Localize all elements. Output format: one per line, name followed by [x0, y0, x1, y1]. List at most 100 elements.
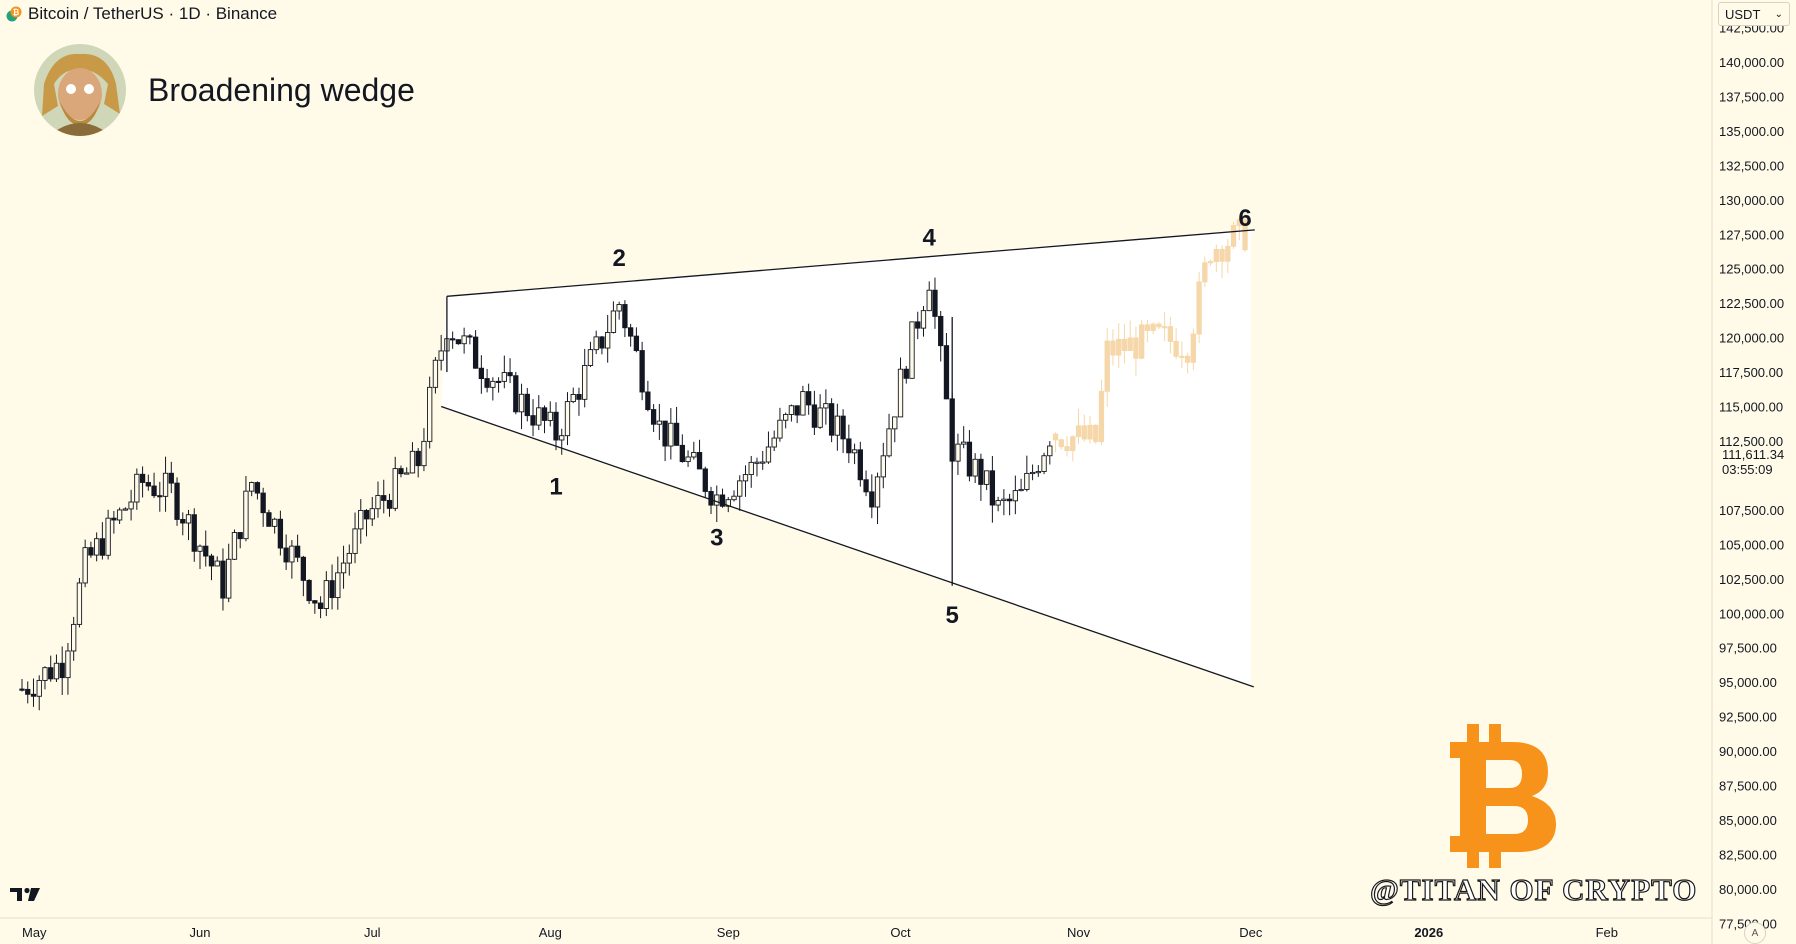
candle-down [266, 512, 272, 527]
candle-up [105, 517, 111, 556]
candle-up [731, 495, 737, 501]
candle-down [1167, 326, 1174, 342]
svg-text:₿: ₿ [13, 8, 20, 17]
time-tick-label: Feb [1596, 925, 1618, 940]
candle-up [1127, 337, 1133, 351]
candle-up [1047, 445, 1053, 457]
candle-up [817, 407, 823, 428]
candle-down [415, 450, 421, 467]
candle-up [1104, 340, 1110, 392]
candle-down [139, 473, 146, 483]
candle-up [897, 368, 904, 418]
candle-up [214, 560, 220, 567]
price-tick-label: 82,500.00 [1719, 847, 1777, 862]
wave-label-3: 3 [710, 525, 723, 552]
candle-down [846, 438, 852, 454]
candle-up [116, 509, 123, 521]
price-tick-label: 107,500.00 [1719, 503, 1784, 518]
candle-down [622, 304, 628, 329]
candle-down [1242, 219, 1248, 251]
candle-up [926, 289, 932, 312]
candle-down [857, 449, 863, 481]
candle-up [972, 458, 978, 477]
candle-down [1173, 340, 1179, 357]
candle-up [691, 452, 697, 458]
currency-select-value: USDT [1725, 6, 1761, 22]
candle-down [174, 482, 180, 520]
time-tick-label: Aug [539, 925, 562, 940]
candle-down [1156, 323, 1162, 328]
price-tick-label: 87,500.00 [1719, 779, 1777, 794]
time-tick-label: Nov [1067, 925, 1091, 940]
candle-up [128, 501, 134, 510]
candle-up [823, 403, 829, 409]
candle-down [191, 514, 197, 552]
price-tick-label: 122,500.00 [1719, 296, 1784, 311]
candle-up [1230, 225, 1237, 247]
candle-up [1196, 281, 1202, 335]
candle-up [742, 474, 749, 482]
candle-down [1184, 355, 1191, 363]
wedge-upper-line[interactable] [446, 229, 1255, 297]
candle-up [1116, 338, 1122, 356]
time-tick-label: Sep [717, 925, 740, 940]
candle-up [1075, 425, 1082, 438]
candle-down [662, 420, 668, 447]
price-tick-label: 127,500.00 [1719, 227, 1784, 242]
wave-label-6: 6 [1238, 205, 1251, 232]
candle-up [369, 508, 375, 520]
candle-down [260, 492, 266, 514]
candle-up [427, 386, 433, 442]
candle-up [983, 470, 990, 485]
wedge-lower-line[interactable] [440, 405, 1254, 688]
price-tick-label: 112,500.00 [1719, 434, 1783, 449]
candle-up [197, 545, 203, 552]
candle-up [1161, 326, 1168, 329]
candle-down [811, 404, 818, 428]
candle-down [650, 409, 657, 425]
candle-up [668, 422, 674, 447]
candle-down [553, 411, 559, 441]
tradingview-logo-icon[interactable] [10, 886, 42, 907]
candle-up [409, 450, 416, 474]
candle-down [1144, 324, 1151, 331]
currency-select[interactable]: USDT ⌄ [1718, 2, 1790, 26]
candle-down [254, 482, 261, 494]
candle-up [961, 441, 967, 445]
candle-up [760, 461, 766, 464]
candle-down [495, 380, 502, 384]
candle-up [564, 401, 571, 437]
auto-scale-button[interactable]: A [1744, 922, 1766, 944]
candle-down [306, 579, 312, 602]
candle-up [536, 407, 542, 426]
candle-down [679, 444, 685, 463]
candle-down [513, 375, 519, 413]
candle-down [708, 491, 714, 506]
candle-down [363, 509, 370, 520]
candle-down [300, 556, 307, 581]
candle-down [168, 472, 174, 484]
candle-up [754, 461, 760, 464]
candle-up [955, 443, 961, 462]
price-tick-label: 130,000.00 [1719, 193, 1784, 208]
candle-down [317, 602, 324, 609]
candle-down [99, 538, 106, 556]
price-tick-label: 100,000.00 [1719, 606, 1784, 621]
candle-down [645, 391, 651, 411]
time-scale[interactable]: May Jun Jul Aug Sep Oct Nov Dec 2026 Feb [22, 925, 1618, 940]
candle-down [633, 335, 640, 352]
candle-up [249, 482, 255, 492]
candle-down [702, 468, 708, 492]
price-scale[interactable]: 142,500.00140,000.00137,500.00135,000.00… [1719, 21, 1784, 932]
candle-down [1093, 424, 1099, 443]
candle-down [639, 350, 645, 393]
time-tick-label: 2026 [1414, 925, 1443, 940]
candle-down [484, 378, 490, 388]
watermark-text: @TITAN OF CRYPTO [1369, 871, 1698, 907]
candle-down [294, 545, 301, 558]
symbol-header[interactable]: ₿ Bitcoin / TetherUS · 1D · Binance [6, 4, 277, 24]
candle-up [1035, 471, 1041, 474]
candle-up [874, 476, 881, 508]
price-tick-label: 135,000.00 [1719, 124, 1784, 139]
